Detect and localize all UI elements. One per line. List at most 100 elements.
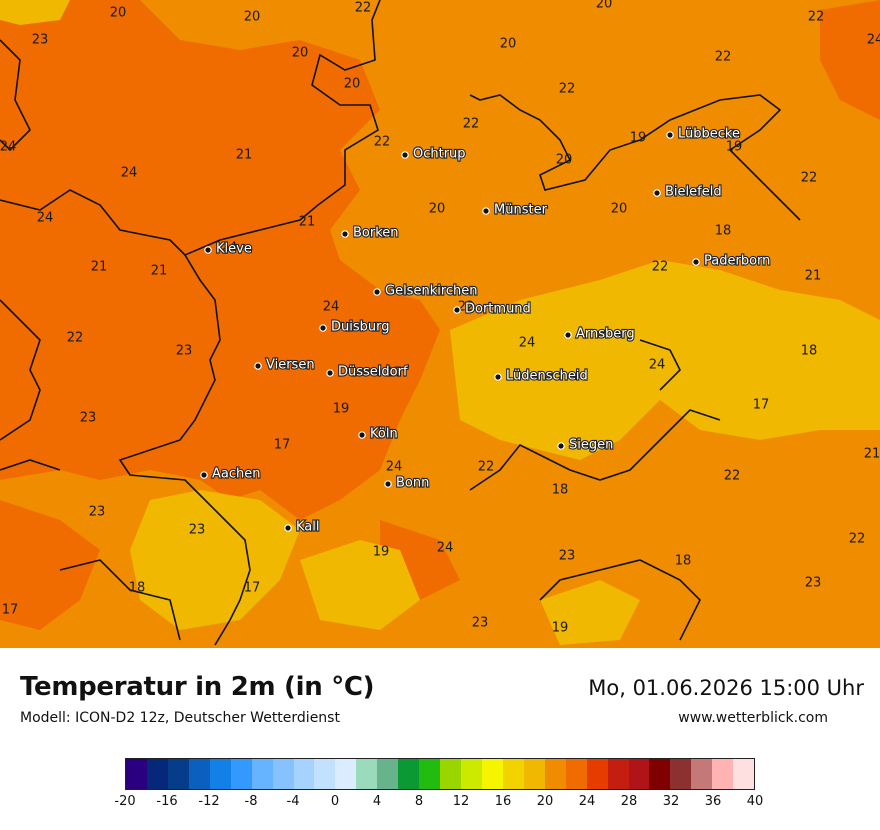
colorbar-segment (356, 759, 378, 789)
temperature-value: 19 (333, 402, 350, 417)
colorbar-segment (335, 759, 357, 789)
temperature-value: 24 (867, 33, 880, 48)
colorbar-tick-label: -16 (156, 794, 178, 809)
colorbar-tick-label: 12 (452, 794, 470, 809)
temperature-value: 20 (611, 202, 628, 217)
city-marker: Bielefeld (653, 183, 723, 201)
temperature-value: 22 (458, 300, 475, 315)
colorbar-segment (670, 759, 692, 789)
warm-zones (0, 0, 880, 630)
temperature-value: 22 (724, 469, 741, 484)
city-dot (692, 258, 700, 266)
city-dot (384, 480, 392, 488)
colorbar-segment (188, 759, 210, 789)
temperature-value: 22 (801, 171, 818, 186)
city-marker: Lübbecke (666, 125, 741, 143)
city-label: Duisburg (331, 320, 390, 335)
city-dot (341, 230, 349, 238)
city-marker: Siegen (557, 436, 614, 454)
city-marker: Lüdenscheid (494, 367, 589, 385)
city-marker: Arnsberg (564, 325, 636, 343)
city-label: Dortmund (465, 302, 531, 317)
temperature-map: 20 20 22 20 22 23 20 24 20 22 20 22 22 24 19 19 21 22 20 24… (0, 0, 880, 648)
colorbar-segment (440, 759, 461, 789)
temperature-value: 20 (292, 46, 309, 61)
temperature-value: 22 (463, 117, 480, 132)
temperature-value: 21 (151, 264, 168, 279)
temperature-value: 23 (176, 344, 193, 359)
colorbar-segment (126, 759, 147, 789)
city-marker: Duisburg (319, 318, 391, 336)
colorbar-tick-label: 8 (414, 794, 424, 809)
temperature-value: 22 (715, 50, 732, 65)
temperature-value: 23 (559, 549, 576, 564)
city-label: Siegen (569, 438, 613, 453)
colorbar-tick-label: 32 (662, 794, 680, 809)
temperature-value: 20 (344, 77, 361, 92)
temperature-colorbar (125, 758, 755, 790)
temperature-value: 21 (91, 260, 108, 275)
city-dot (453, 306, 461, 314)
colorbar-tick-label: -4 (286, 794, 300, 809)
temperature-value: 21 (236, 148, 253, 163)
colorbar-segment (461, 759, 482, 789)
temperature-value: 20 (244, 10, 261, 25)
city-marker: Köln (358, 425, 399, 443)
temperature-value: 19 (726, 140, 743, 155)
city-dot (358, 431, 366, 439)
temperature-value: 24 (386, 460, 403, 475)
temperature-value: 22 (849, 532, 866, 547)
temperature-value: 24 (519, 336, 536, 351)
city-dot (373, 288, 381, 296)
city-label: Paderborn (704, 254, 770, 269)
city-label: Bielefeld (665, 185, 722, 200)
city-marker: Bonn (384, 474, 430, 492)
temperature-value: 21 (299, 215, 316, 230)
website-link[interactable]: www.wetterblick.com (678, 710, 828, 726)
temperature-value: 24 (221, 241, 238, 256)
map-title: Temperatur in 2m (in °C) (20, 672, 375, 702)
temperature-value: 23 (80, 411, 97, 426)
colorbar-segment (398, 759, 420, 789)
city-dot (401, 151, 409, 159)
colorbar-tick-label: 28 (620, 794, 638, 809)
city-label: Köln (370, 427, 398, 442)
city-marker: Borken (341, 224, 400, 242)
colorbar-segment (314, 759, 336, 789)
temperature-value: 17 (244, 581, 261, 596)
colorbar-segment (230, 759, 252, 789)
temperature-value: 17 (274, 438, 291, 453)
temperature-value: 20 (500, 37, 517, 52)
temperature-value: 19 (630, 131, 647, 146)
colorbar-segment (377, 759, 399, 789)
colorbar-segment (502, 759, 524, 789)
temperature-value: 20 (596, 0, 613, 12)
city-dot (200, 471, 208, 479)
city-marker: Dortmund (453, 300, 532, 318)
city-label: Münster (494, 203, 548, 218)
temperature-value: 18 (675, 554, 692, 569)
temperature-value: 17 (2, 603, 19, 618)
temperature-value: 22 (652, 260, 669, 275)
colorbar-tick-label: 24 (578, 794, 596, 809)
city-label: Viersen (266, 358, 315, 373)
temperature-value: 21 (805, 269, 822, 284)
city-label: Kleve (216, 242, 252, 257)
colorbar-tick-label: 0 (330, 794, 340, 809)
forecast-datetime: Mo, 01.06.2026 15:00 Uhr (588, 676, 864, 700)
colorbar-segment (209, 759, 231, 789)
temperature-values: 20 20 22 20 22 23 20 24 20 22 20 22 22 24 19 19 21 22 20 24… (0, 0, 880, 636)
colorbar-tick-label: -12 (198, 794, 220, 809)
city-label: Gelsenkirchen (385, 284, 478, 299)
city-dot (204, 246, 212, 254)
colorbar-tick-label: -20 (114, 794, 136, 809)
city-label: Aachen (212, 467, 260, 482)
temperature-value: 23 (32, 33, 49, 48)
colorbar-segment (419, 759, 441, 789)
city-marker: Kleve (204, 240, 253, 258)
temperature-value: 18 (801, 344, 818, 359)
colorbar-segment (146, 759, 168, 789)
colorbar-segment (523, 759, 545, 789)
city-dot (666, 131, 674, 139)
model-info: Modell: ICON-D2 12z, Deutscher Wetterdie… (20, 710, 340, 726)
